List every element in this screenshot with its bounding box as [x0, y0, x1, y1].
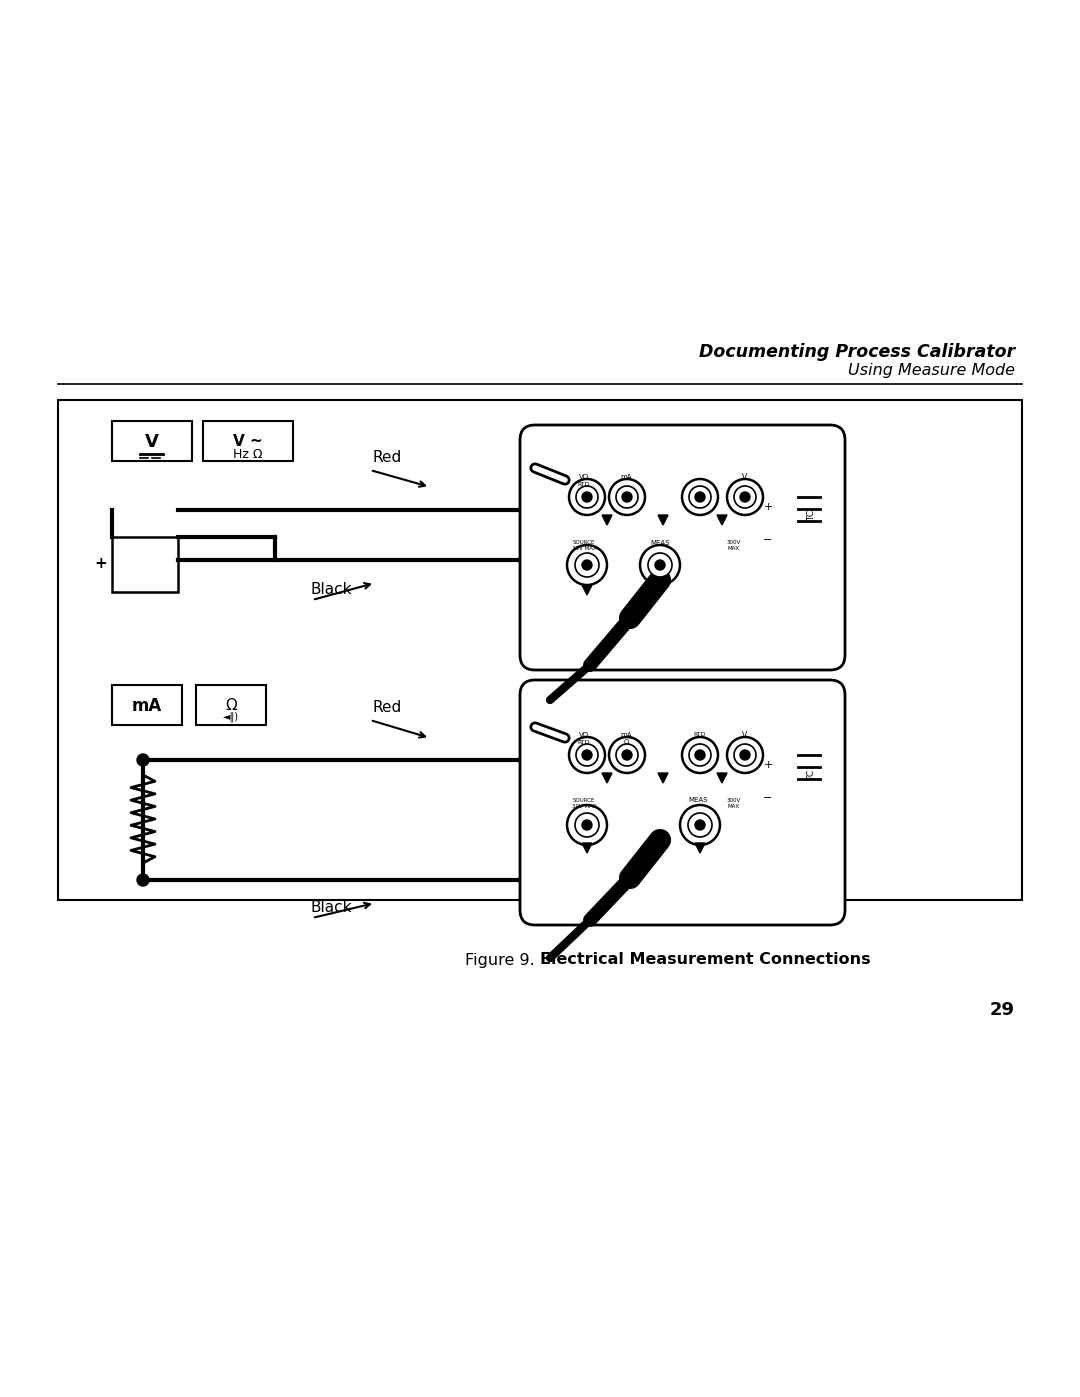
Circle shape — [582, 750, 592, 760]
Text: RTD: RTD — [693, 732, 706, 738]
Text: V: V — [145, 433, 159, 451]
Circle shape — [681, 738, 718, 773]
Text: RTD: RTD — [578, 482, 591, 486]
Text: RTD: RTD — [578, 739, 591, 745]
Text: ◄‖): ◄‖) — [222, 711, 239, 722]
Text: VΩ: VΩ — [579, 474, 589, 481]
Text: MAX: MAX — [728, 803, 740, 809]
Circle shape — [622, 492, 632, 502]
Text: Electrical Measurement Connections: Electrical Measurement Connections — [540, 953, 870, 968]
Text: MAX: MAX — [728, 546, 740, 552]
Text: mA: mA — [620, 732, 632, 738]
Circle shape — [582, 820, 592, 830]
Circle shape — [734, 745, 756, 766]
Polygon shape — [717, 773, 727, 782]
Circle shape — [582, 492, 592, 502]
Polygon shape — [658, 773, 669, 782]
Text: SOURCE: SOURCE — [572, 541, 595, 545]
Polygon shape — [602, 515, 612, 525]
Circle shape — [654, 560, 665, 570]
Text: −: − — [764, 535, 772, 545]
FancyBboxPatch shape — [112, 536, 178, 592]
Text: Red: Red — [373, 450, 402, 464]
Circle shape — [582, 560, 592, 570]
Text: V ~: V ~ — [233, 434, 262, 450]
Circle shape — [569, 479, 605, 515]
Circle shape — [696, 750, 705, 760]
Text: 30V MAX: 30V MAX — [571, 546, 596, 552]
Circle shape — [575, 813, 599, 837]
Circle shape — [681, 479, 718, 515]
Circle shape — [689, 486, 711, 509]
Circle shape — [740, 492, 750, 502]
Text: +: + — [764, 760, 772, 770]
Text: Ω: Ω — [225, 698, 237, 714]
Circle shape — [688, 813, 712, 837]
Text: Black: Black — [310, 900, 351, 915]
Text: mA: mA — [132, 697, 162, 715]
Polygon shape — [654, 585, 665, 595]
Text: V: V — [742, 472, 747, 482]
Circle shape — [575, 553, 599, 577]
Text: Using Measure Mode: Using Measure Mode — [848, 362, 1015, 377]
Circle shape — [689, 745, 711, 766]
Polygon shape — [696, 842, 705, 854]
Circle shape — [696, 492, 705, 502]
Text: SOURCE: SOURCE — [572, 798, 595, 802]
Circle shape — [616, 486, 638, 509]
Circle shape — [609, 479, 645, 515]
Text: 30V MAX: 30V MAX — [571, 803, 596, 809]
Text: Red: Red — [372, 700, 402, 715]
Circle shape — [609, 738, 645, 773]
Circle shape — [696, 820, 705, 830]
FancyBboxPatch shape — [519, 425, 845, 671]
Circle shape — [576, 486, 598, 509]
FancyBboxPatch shape — [112, 420, 192, 461]
FancyBboxPatch shape — [203, 420, 293, 461]
Circle shape — [567, 805, 607, 845]
Text: −: − — [764, 793, 772, 803]
Circle shape — [137, 754, 149, 766]
Text: MEAS: MEAS — [688, 798, 707, 803]
Circle shape — [727, 479, 762, 515]
Polygon shape — [582, 585, 592, 595]
Text: 29: 29 — [990, 1002, 1015, 1018]
Text: TC: TC — [808, 510, 816, 521]
Text: 300V: 300V — [727, 798, 741, 802]
Circle shape — [680, 805, 720, 845]
FancyBboxPatch shape — [112, 685, 183, 725]
Text: Black: Black — [310, 583, 351, 598]
Text: Documenting Process Calibrator: Documenting Process Calibrator — [699, 344, 1015, 360]
FancyBboxPatch shape — [519, 680, 845, 925]
Circle shape — [734, 486, 756, 509]
Circle shape — [740, 750, 750, 760]
Circle shape — [727, 738, 762, 773]
Text: mA: mA — [620, 474, 632, 481]
Text: Ω: Ω — [623, 739, 629, 745]
Polygon shape — [658, 515, 669, 525]
Polygon shape — [582, 842, 592, 854]
Text: V: V — [742, 731, 747, 739]
Text: VΩ: VΩ — [579, 732, 589, 738]
Circle shape — [616, 745, 638, 766]
Text: Figure 9.: Figure 9. — [465, 953, 540, 968]
Bar — [58, 400, 1022, 900]
Circle shape — [648, 553, 672, 577]
Circle shape — [576, 745, 598, 766]
Polygon shape — [717, 515, 727, 525]
Text: +: + — [764, 502, 772, 511]
Circle shape — [622, 750, 632, 760]
Text: 300V: 300V — [727, 541, 741, 545]
Text: Hz Ω: Hz Ω — [233, 448, 262, 461]
Text: TC: TC — [808, 770, 816, 781]
Circle shape — [567, 545, 607, 585]
Circle shape — [137, 875, 149, 886]
Circle shape — [569, 738, 605, 773]
Circle shape — [640, 545, 680, 585]
Text: MEAS: MEAS — [650, 541, 670, 546]
Text: +: + — [94, 556, 107, 570]
FancyBboxPatch shape — [195, 685, 266, 725]
Polygon shape — [602, 773, 612, 782]
